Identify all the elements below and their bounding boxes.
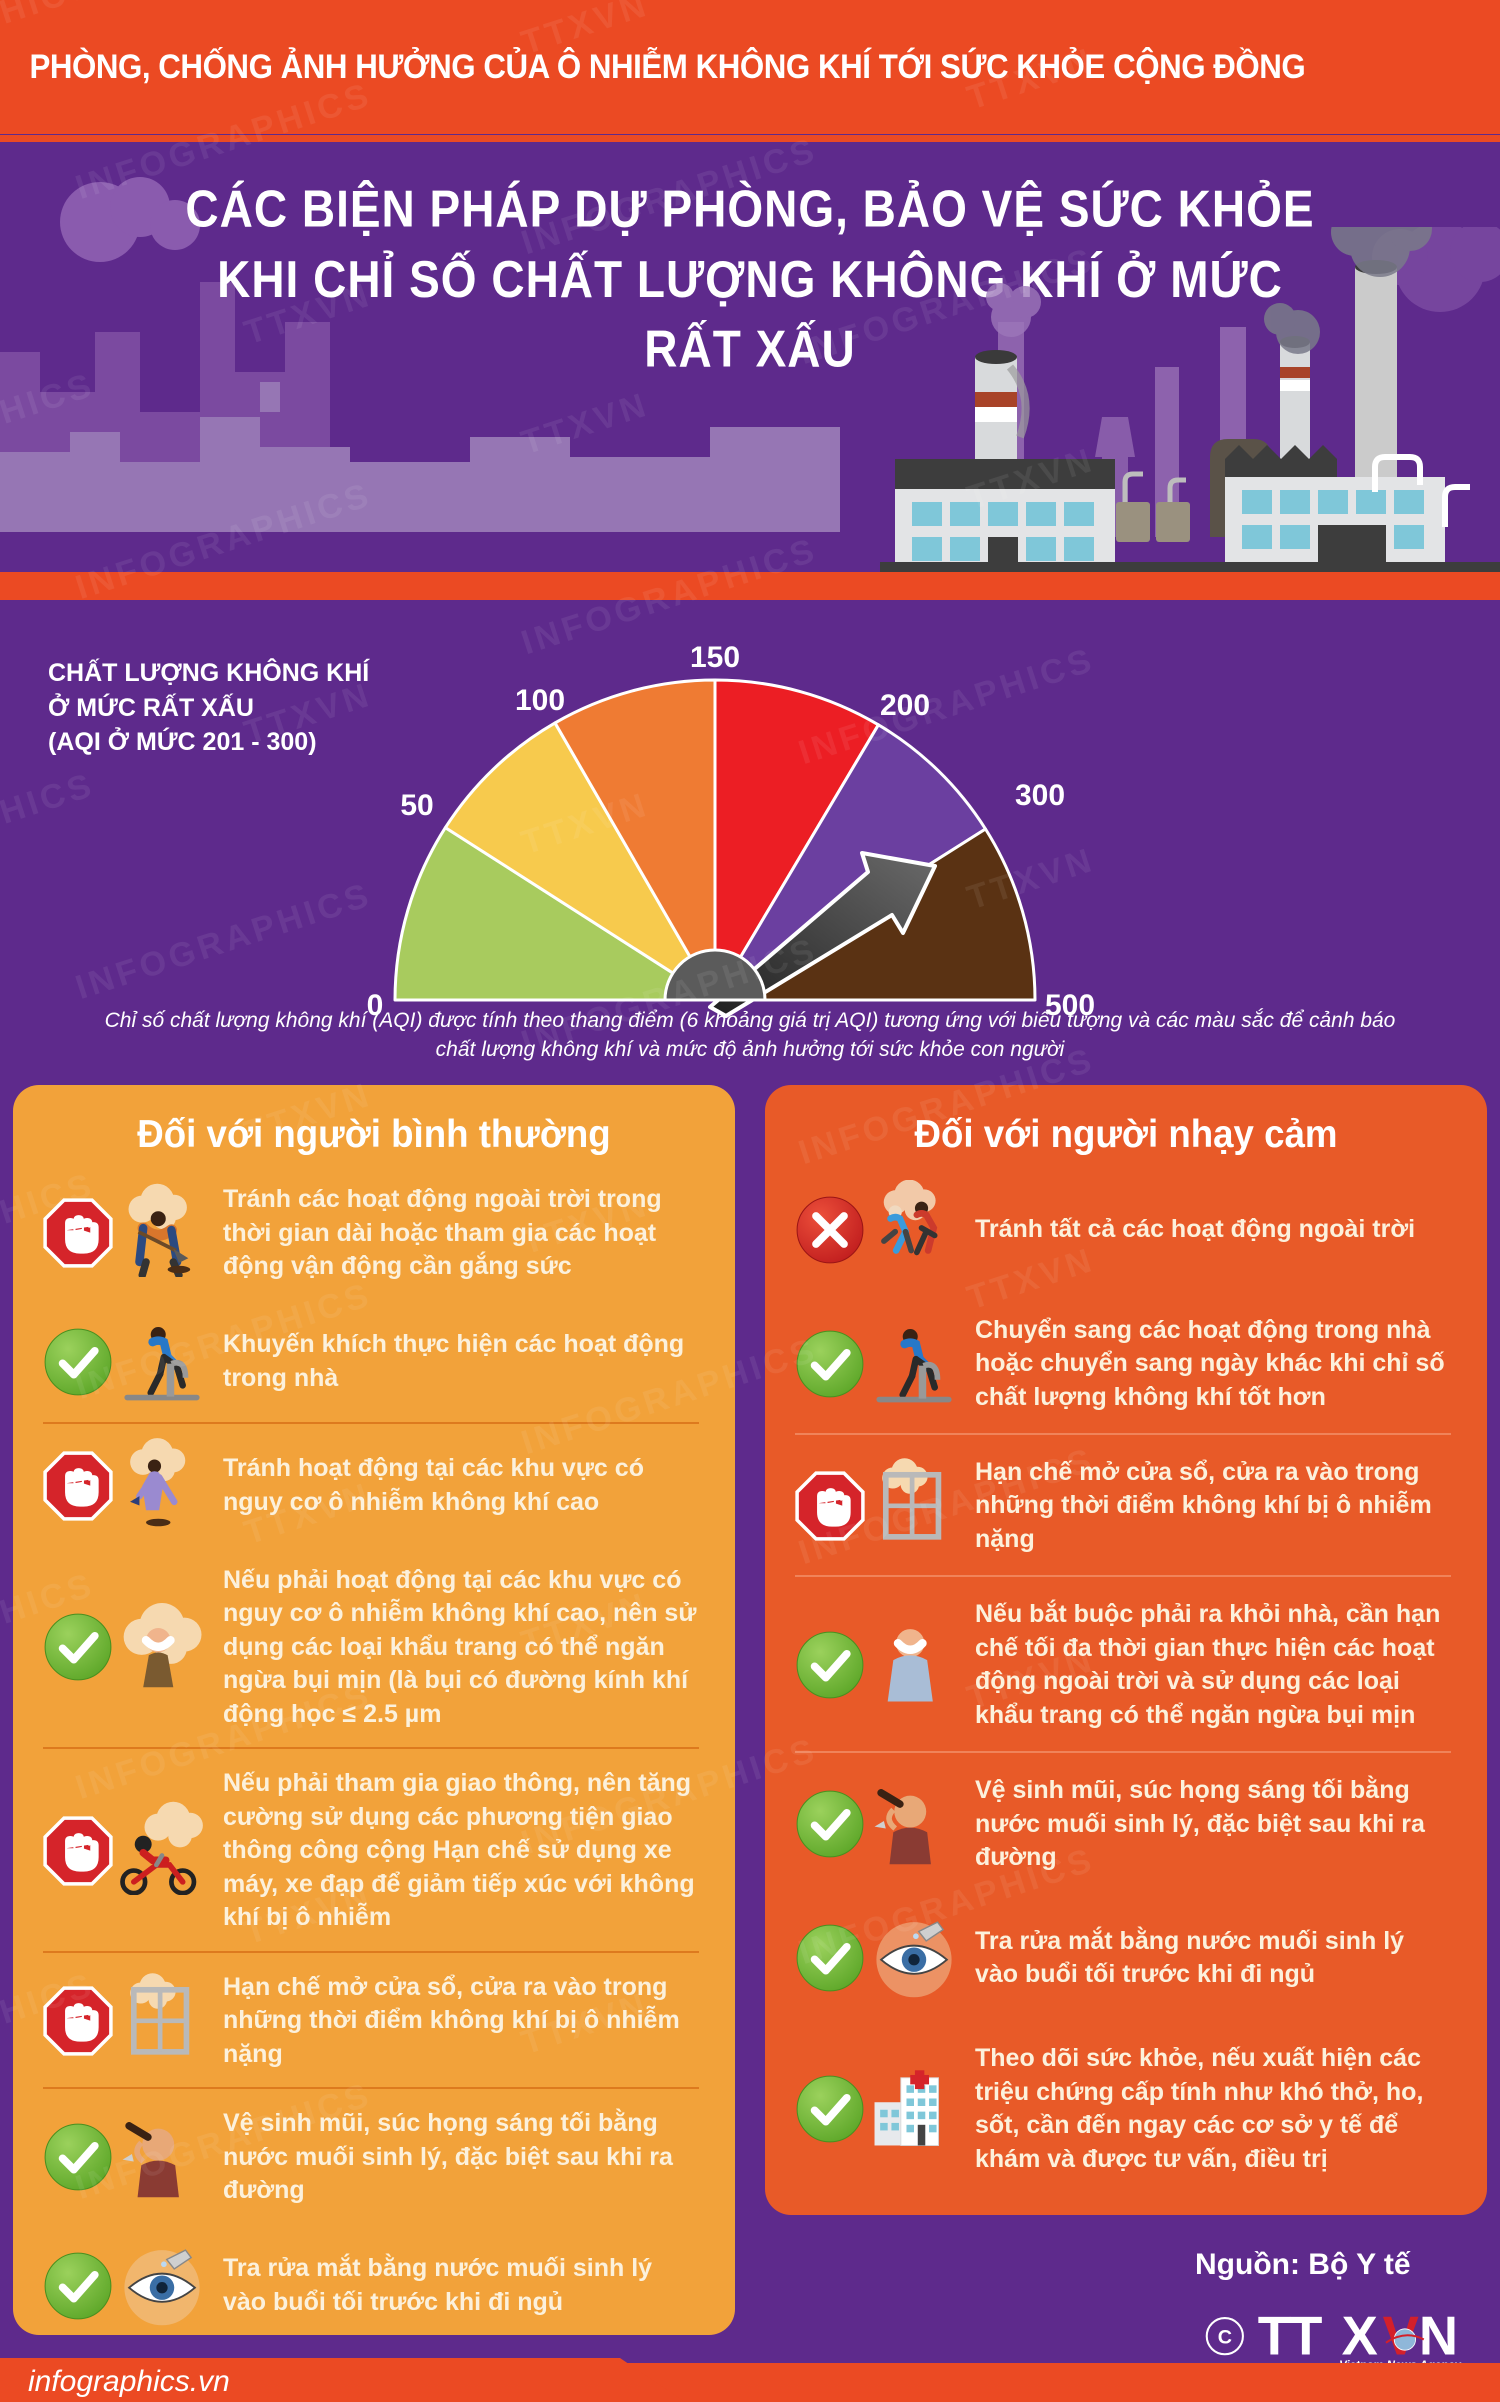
svg-text:50: 50	[400, 789, 433, 822]
svg-text:C: C	[1218, 2327, 1232, 2349]
svg-text:TT: TT	[1258, 2306, 1322, 2366]
svg-text:200: 200	[880, 689, 930, 722]
svg-text:X: X	[1342, 2306, 1378, 2366]
svg-text:150: 150	[690, 641, 740, 674]
svg-text:N: N	[1419, 2306, 1458, 2366]
svg-text:100: 100	[515, 684, 565, 717]
svg-text:300: 300	[1015, 779, 1065, 812]
